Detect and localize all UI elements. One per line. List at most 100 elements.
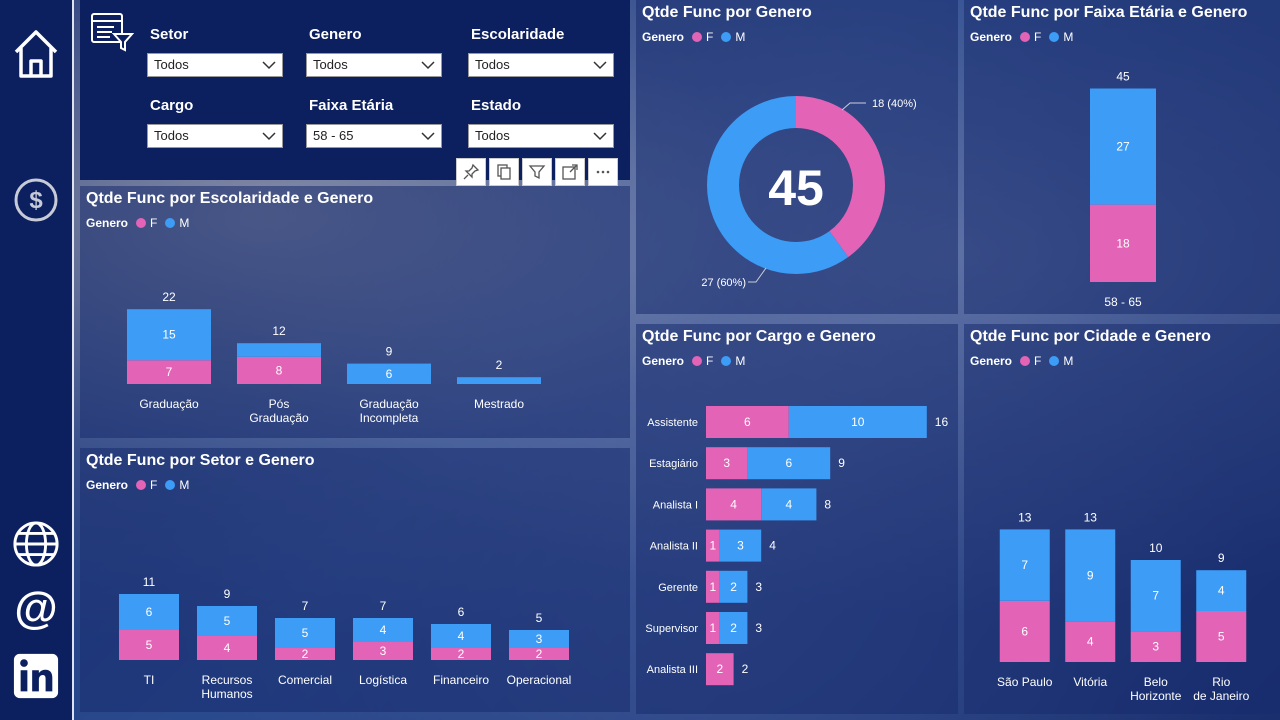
legend-m-dot: [721, 32, 732, 42]
bar-f-label: 4: [224, 641, 231, 655]
bar-f-label: 6: [1021, 624, 1028, 638]
bar-f-2: [275, 648, 335, 660]
legend-m-label: M: [179, 478, 190, 492]
bar-total-label: 11: [143, 575, 156, 589]
bar-total-label: 13: [1084, 510, 1098, 524]
legend-title: Genero: [642, 30, 685, 44]
bar-m-0: [127, 309, 211, 361]
bar-m-label: 15: [162, 328, 176, 342]
filters-panel: Setor Todos Genero Todos Escolaridade To…: [80, 0, 630, 180]
filter-estado-label: Estado: [471, 97, 522, 114]
bar-m-0: [119, 594, 179, 630]
bar-f-label: 6: [744, 415, 751, 429]
svg-text:$: $: [29, 187, 43, 214]
bar-total-label: 5: [536, 611, 543, 625]
category-label: São Paulo: [997, 675, 1053, 689]
cargo-chart-title: Qtde Func por Cargo e Genero: [642, 328, 876, 345]
legend-f-label: F: [1034, 354, 1042, 368]
legend-m-label: M: [735, 354, 746, 368]
legend-title: Genero: [970, 30, 1013, 44]
genero-chart: 45 18 (40%) 27 (60%): [701, 96, 917, 289]
sidebar: $ @: [0, 0, 74, 720]
bar-total-label: 2: [742, 662, 749, 676]
legend-f-dot: [1020, 356, 1031, 366]
home-icon[interactable]: [12, 30, 60, 78]
bar-f-5: [509, 648, 569, 660]
category-label: Financeiro: [433, 673, 489, 687]
legend-f-dot: [136, 480, 147, 490]
category-label: Assistente: [647, 417, 698, 429]
bar-total-label: 13: [1018, 510, 1032, 524]
bar-m-label: 3: [536, 632, 543, 646]
dollar-icon[interactable]: $: [12, 176, 60, 224]
bar-f-label: 3: [1152, 640, 1159, 654]
legend-f-label: F: [1034, 30, 1042, 44]
bar-m-label: 6: [785, 456, 792, 470]
legend-title: Genero: [86, 216, 129, 230]
bar-f-5: [706, 612, 720, 644]
bar-f-label: 1: [710, 621, 717, 635]
faixa-chart: 18 27 45 58 - 65: [1090, 70, 1156, 309]
category-label: Operacional: [507, 673, 572, 687]
legend-title: Genero: [970, 354, 1013, 368]
bar-total-label: 2: [496, 358, 503, 372]
bar-f-1: [197, 636, 257, 660]
filter-faixa-select[interactable]: 58 - 65: [306, 124, 442, 148]
bar-f-3: [1196, 611, 1247, 662]
legend-f-dot: [692, 32, 703, 42]
legend-f-dot: [692, 356, 703, 366]
bar-m-2: [761, 488, 817, 521]
filter-estado-select[interactable]: Todos: [468, 124, 614, 148]
svg-text:@: @: [14, 584, 57, 633]
bar-m-3: [719, 529, 762, 562]
bar-total-label: 8: [824, 497, 831, 511]
filter-setor-label: Setor: [150, 26, 189, 43]
filter-genero-label: Genero: [309, 26, 362, 43]
bar-f-1: [237, 356, 321, 384]
filter-genero-value: Todos: [313, 57, 348, 72]
setor-chart-legend: Genero F M: [86, 478, 189, 492]
chevron-down-icon: [593, 132, 607, 141]
filter-escolaridade-value: Todos: [475, 57, 510, 72]
bar-m-label: 6: [146, 605, 153, 619]
bar-m-label: 5: [302, 626, 309, 640]
bar-f-label: 8: [276, 363, 283, 377]
legend-m-dot: [1049, 356, 1060, 366]
globe-icon[interactable]: [12, 520, 60, 568]
at-icon[interactable]: @: [12, 584, 60, 633]
bar-m-1: [1065, 529, 1116, 622]
filter-genero-select[interactable]: Todos: [306, 53, 442, 77]
filter-icon[interactable]: [522, 158, 552, 186]
category-label: Belo Horizonte: [1130, 675, 1182, 703]
genero-chart-title: Qtde Func por Genero: [642, 4, 812, 21]
cidade-chart-title: Qtde Func por Cidade e Genero: [970, 328, 1211, 345]
expand-icon[interactable]: [555, 158, 585, 186]
bar-f-label: 5: [146, 638, 153, 652]
slice-m-leader: [748, 267, 767, 283]
bar-f-2: [706, 488, 762, 521]
legend-m-label: M: [1063, 30, 1074, 44]
total-label: 45: [768, 160, 824, 216]
escolaridade-chart-legend: Genero F M: [86, 216, 189, 230]
slice-m-label: 27 (60%): [701, 277, 746, 289]
bar-m-4: [719, 570, 748, 603]
linkedin-icon[interactable]: [12, 652, 60, 700]
filter-setor-value: Todos: [154, 57, 189, 72]
bar-total-label: 9: [224, 587, 231, 601]
bar-f-2: [1130, 631, 1181, 662]
copy-icon[interactable]: [489, 158, 519, 186]
bar-f-label: 4: [1087, 635, 1094, 649]
bar-total-label: 16: [935, 415, 949, 429]
bar-f-0: [999, 600, 1050, 662]
filter-escolaridade-select[interactable]: Todos: [468, 53, 614, 77]
bar-m-3: [353, 618, 413, 642]
filter-cargo-select[interactable]: Todos: [147, 124, 283, 148]
pin-icon[interactable]: [456, 158, 486, 186]
bar-total-label: 22: [162, 290, 176, 304]
cidade-chart: 6 7 13 São Paulo 4 9 13 Vitória 3 7 10 Belo Horizont…: [997, 510, 1250, 703]
filter-setor-select[interactable]: Todos: [147, 53, 283, 77]
more-icon[interactable]: [588, 158, 618, 186]
legend-title: Genero: [642, 354, 685, 368]
bar-total-label: 9: [386, 345, 393, 359]
setor-chart-title: Qtde Func por Setor e Genero: [86, 452, 315, 469]
